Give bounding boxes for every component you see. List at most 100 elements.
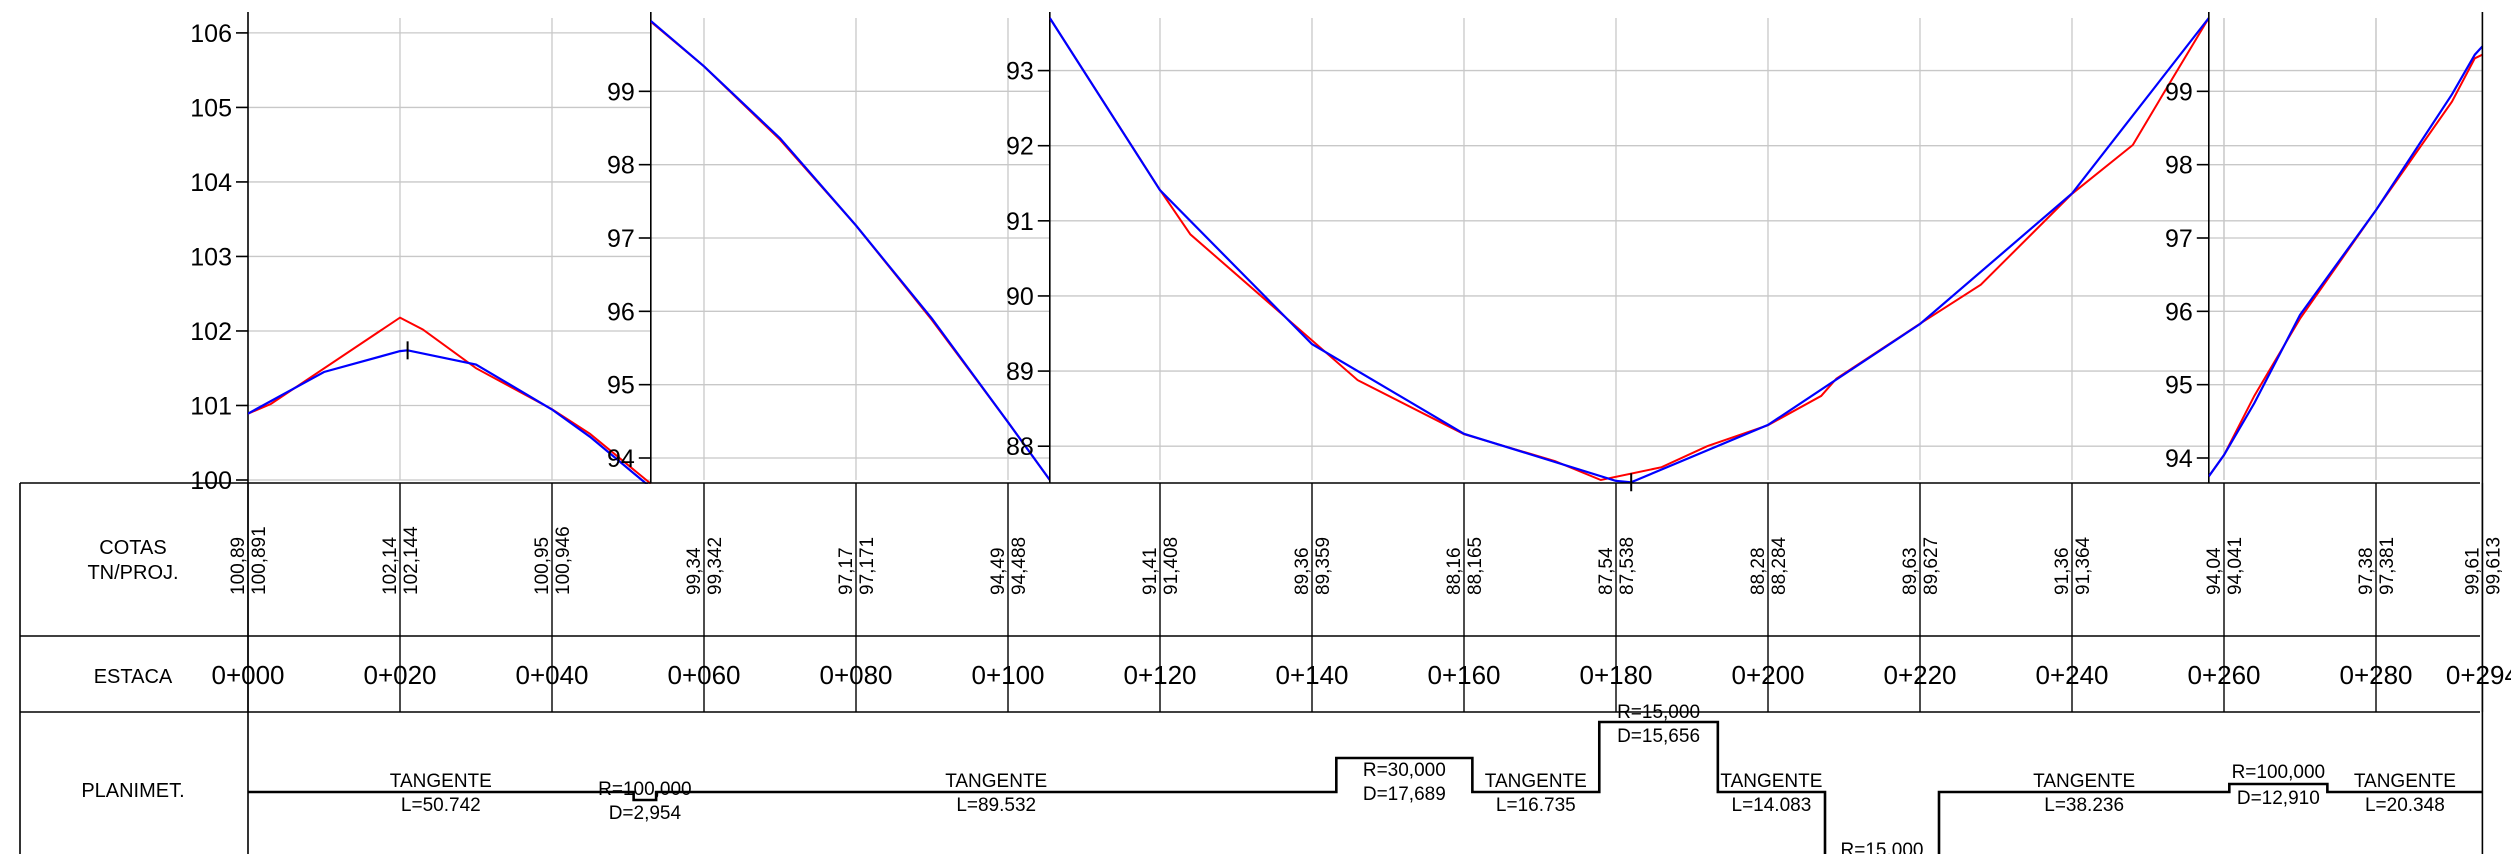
cota-project-value: 94,041 [2225, 537, 2246, 595]
tangent-length: L=89.532 [956, 795, 1036, 816]
y-tick-label: 102 [190, 318, 232, 346]
project-grade-line [650, 20, 1050, 481]
horizontal-curve: R=15,000 D=15,656 [1617, 702, 1700, 747]
cotas-label: COTAS [99, 537, 166, 559]
estaca-label: 0+200 [1731, 660, 1804, 690]
planimetria-row: TANGENTE L=50.742 R=100,000 D=2,954 TANGENTE… [248, 702, 2483, 854]
estaca-item: 0+180 [1579, 636, 1653, 712]
estaca-label: 0+280 [2339, 660, 2412, 690]
cota-column: 102,14 102,144 [380, 483, 422, 636]
cota-terrain-value: 100,89 [228, 537, 249, 595]
y-tick-label: 98 [607, 152, 635, 180]
tangent-segment: TANGENTE L=89.532 [945, 771, 1047, 816]
cota-terrain-value: 97,38 [2356, 547, 2377, 595]
curve-radius: R=15,000 [1617, 702, 1700, 723]
cota-column: 100,89 100,891 [228, 483, 270, 636]
y-tick-label: 103 [190, 243, 232, 271]
tangent-segment: TANGENTE L=16.735 [1485, 771, 1587, 816]
estaca-label: 0+240 [2035, 660, 2108, 690]
y-tick-label: 91 [1006, 208, 1034, 236]
y-tick-label: 105 [190, 94, 232, 122]
terrain-line [650, 20, 1050, 481]
estaca-label: 0+294 [2446, 660, 2511, 690]
planimetria-line [248, 720, 2483, 854]
estaca-item: 0+294 [2446, 636, 2511, 712]
horizontal-curve: R=100,000 D=2,954 [598, 779, 692, 824]
estaca-label: 0+000 [211, 660, 284, 690]
cota-project-value: 97,171 [857, 537, 878, 595]
estaca-label: 0+180 [1579, 660, 1652, 690]
tangent-segment: TANGENTE L=20.348 [2354, 771, 2456, 816]
y-tick-label: 104 [190, 169, 232, 197]
project-grade-line [248, 349, 649, 484]
y-tick-label: 92 [1006, 133, 1034, 161]
curve-deflection: D=12,910 [2237, 788, 2320, 809]
tangent-label: TANGENTE [1720, 771, 1822, 792]
cota-terrain-value: 89,36 [1292, 547, 1313, 595]
y-tick-label: 95 [607, 372, 635, 400]
tangent-length: L=14.083 [1732, 795, 1812, 816]
cotas-sublabel: TN/PROJ. [87, 562, 178, 584]
tangent-length: L=20.348 [2365, 795, 2445, 816]
cota-project-value: 88,165 [1465, 537, 1486, 595]
y-tick-label: 96 [2165, 298, 2193, 326]
tangent-length: L=50.742 [401, 795, 481, 816]
tangent-length: L=38.236 [2044, 795, 2124, 816]
estaca-item: 0+100 [971, 636, 1045, 712]
estaca-label: 0+120 [1123, 660, 1196, 690]
cota-terrain-value: 94,04 [2204, 547, 2225, 595]
estaca-item: 0+000 [211, 636, 285, 712]
cota-column: 91,41 91,408 [1140, 483, 1182, 636]
y-tick-label: 99 [2165, 78, 2193, 106]
profile-panel-3: 88 89 90 91 92 93 [1006, 12, 2483, 492]
cota-terrain-value: 102,14 [380, 536, 401, 595]
tangent-segment: TANGENTE L=38.236 [2033, 771, 2135, 816]
tangent-label: TANGENTE [1485, 771, 1587, 792]
cotas-row: 100,89 100,891 102,14 102,144 100,95 100,946 9… [228, 483, 2504, 636]
cota-project-value: 99,613 [2483, 537, 2504, 595]
cota-project-value: 97,381 [2377, 537, 2398, 595]
curve-deflection: D=17,689 [1363, 784, 1446, 805]
curve-deflection: D=2,954 [609, 803, 682, 824]
panel-series [650, 20, 1050, 481]
estaca-item: 0+240 [2035, 636, 2109, 712]
estaca-item: 0+020 [363, 636, 437, 712]
y-tick-label: 106 [190, 20, 232, 48]
y-tick-label: 100 [190, 467, 232, 495]
cota-project-value: 91,408 [1161, 537, 1182, 595]
y-tick-label: 98 [2165, 152, 2193, 180]
cota-terrain-value: 89,63 [1900, 547, 1921, 595]
project-grade-line [1049, 17, 2210, 484]
cota-terrain-value: 87,54 [1596, 547, 1617, 595]
cota-project-value: 91,364 [2073, 536, 2094, 595]
tangent-segment: TANGENTE L=14.083 [1720, 771, 1822, 816]
tangent-label: TANGENTE [2354, 771, 2456, 792]
y-tick-label: 93 [1006, 58, 1034, 86]
cota-column: 88,16 88,165 [1444, 483, 1486, 636]
estaca-item: 0+260 [2187, 636, 2261, 712]
cota-terrain-value: 91,36 [2052, 547, 2073, 595]
estaca-item: 0+200 [1731, 636, 1805, 712]
cota-project-value: 100,946 [553, 526, 574, 595]
y-tick-label: 89 [1006, 358, 1034, 386]
profile-panel-4: 94 95 96 97 98 99 [2165, 12, 2483, 483]
estaca-label: 0+020 [363, 660, 436, 690]
estaca-item: 0+120 [1123, 636, 1197, 712]
estaca-row: 0+000 0+020 0+040 0+060 0+080 0+100 0+120 0+140… [211, 636, 2511, 712]
y-tick-label: 95 [2165, 372, 2193, 400]
curve-deflection: D=15,656 [1617, 726, 1700, 747]
cota-column: 97,17 97,171 [836, 483, 878, 636]
estaca-label: 0+100 [971, 660, 1044, 690]
estaca-item: 0+080 [819, 636, 893, 712]
estaca-item: 0+160 [1427, 636, 1501, 712]
planimet-label: PLANIMET. [81, 780, 184, 802]
cota-project-value: 100,891 [249, 526, 270, 595]
tangent-length: L=16.735 [1496, 795, 1576, 816]
cota-terrain-value: 100,95 [532, 537, 553, 595]
cota-terrain-value: 99,61 [2462, 547, 2483, 595]
cota-project-value: 89,359 [1313, 537, 1334, 595]
cota-project-value: 88,284 [1769, 536, 1790, 595]
horizontal-curve: R=100,000 D=12,910 [2232, 762, 2326, 809]
estaca-label: 0+220 [1883, 660, 1956, 690]
estaca-label: 0+260 [2187, 660, 2260, 690]
